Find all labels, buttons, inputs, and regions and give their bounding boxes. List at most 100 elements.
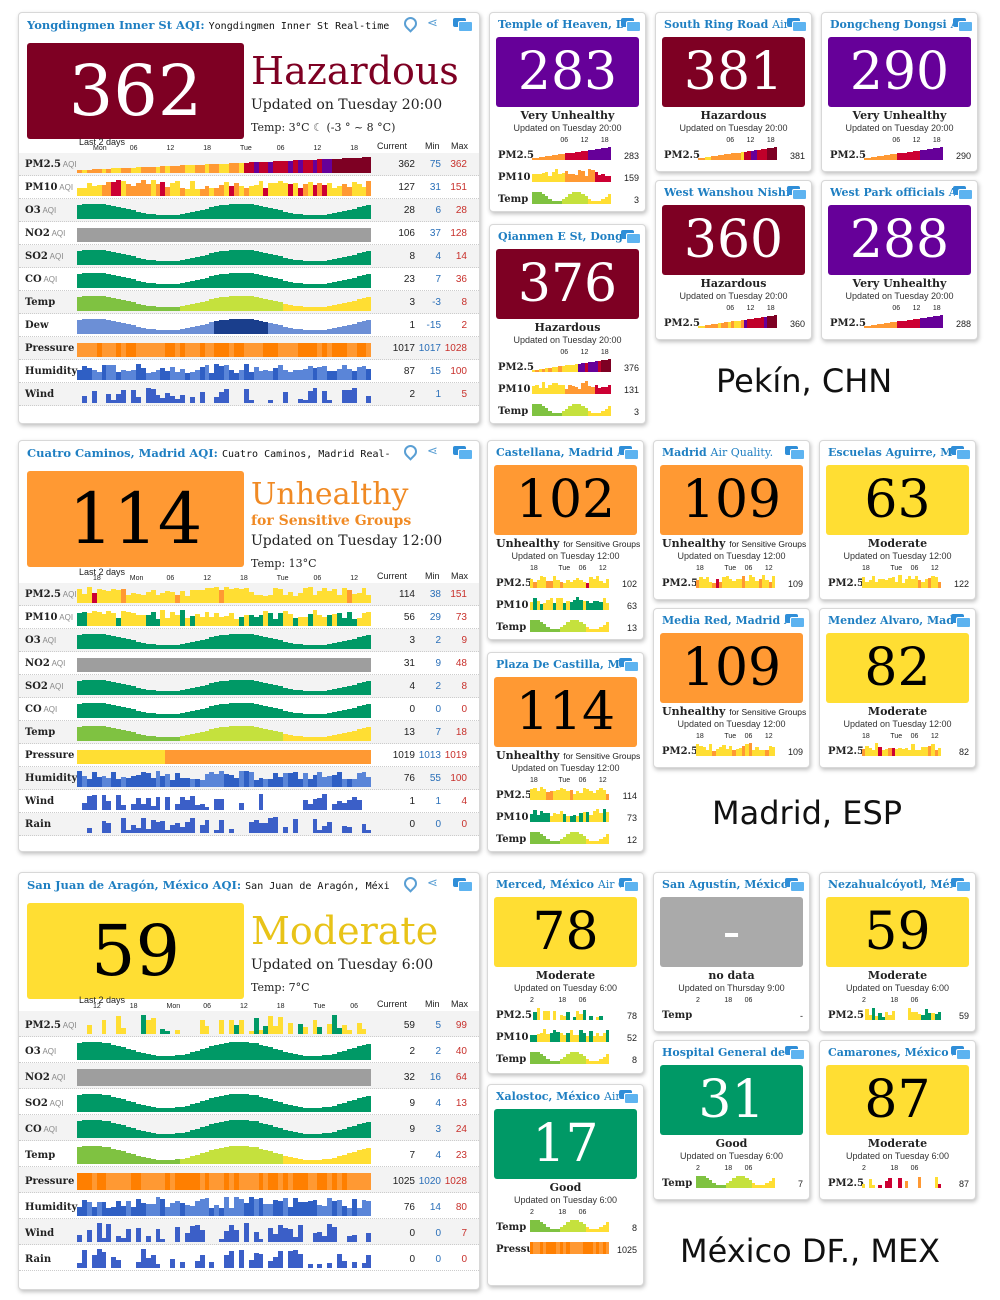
- pollutant-history-chart[interactable]: [77, 201, 372, 219]
- pollutant-row[interactable]: PM2.5 AQI 362 75 362: [19, 153, 479, 176]
- station-title[interactable]: Camarones, México Air: [828, 1046, 953, 1059]
- station-title[interactable]: Nezahualcóyotl, Méxi: [828, 878, 953, 891]
- mini-chart-row[interactable]: Temp 12: [494, 825, 639, 847]
- mini-history-chart[interactable]: [530, 1240, 610, 1254]
- station-title[interactable]: Media Red, Madrid Air: [662, 614, 787, 627]
- station-name[interactable]: South Ring Road: [664, 18, 769, 31]
- mini-history-chart[interactable]: [530, 1050, 610, 1064]
- pollutant-row[interactable]: Temp 3 -3 8: [19, 291, 479, 314]
- mini-chart-row[interactable]: Temp 7: [660, 1169, 805, 1191]
- station-name[interactable]: West Wanshou Nishin: [664, 186, 789, 199]
- pollutant-row[interactable]: CO AQI 9 3 24: [19, 1115, 479, 1141]
- mini-history-chart[interactable]: [862, 574, 942, 588]
- map-pin-icon[interactable]: [403, 17, 415, 31]
- chat-bubble-icon[interactable]: [619, 446, 639, 460]
- main-station-card[interactable]: Cuatro Caminos, Madrid AQI: Cuatro Camin…: [18, 440, 480, 852]
- station-title[interactable]: Temple of Heaven, Do: [498, 18, 623, 31]
- station-name[interactable]: Xalostoc, México: [496, 1090, 601, 1103]
- pollutant-row[interactable]: O3 AQI 3 2 9: [19, 629, 479, 652]
- mini-history-chart[interactable]: [530, 574, 610, 588]
- mini-chart-row[interactable]: PM2.5 82: [826, 737, 971, 759]
- mini-chart-row[interactable]: PM2.5 109: [660, 737, 805, 759]
- pollutant-history-chart[interactable]: [77, 700, 372, 718]
- station-name[interactable]: Camarones, México: [828, 1046, 949, 1059]
- station-name[interactable]: Yongdingmen Inner St AQI:: [27, 18, 205, 32]
- station-name[interactable]: Dongcheng Dongsi: [830, 18, 947, 31]
- pollutant-row[interactable]: NO2 AQI 106 37 128: [19, 222, 479, 245]
- station-title[interactable]: Hospital General de M: [662, 1046, 787, 1059]
- station-name[interactable]: West Park officials: [830, 186, 945, 199]
- pollutant-history-chart[interactable]: [77, 385, 372, 403]
- station-title[interactable]: Escuelas Aguirre, Mad: [828, 446, 953, 459]
- pollutant-history-chart[interactable]: [77, 1091, 372, 1112]
- pollutant-row[interactable]: PM2.5 AQI 59 5 99: [19, 1011, 479, 1037]
- pollutant-history-chart[interactable]: [77, 1221, 372, 1242]
- mini-chart-row[interactable]: Temp 8: [494, 1213, 639, 1235]
- share-icon[interactable]: ⋖: [427, 444, 438, 459]
- pollutant-row[interactable]: NO2 AQI 32 16 64: [19, 1063, 479, 1089]
- station-name[interactable]: Escuelas Aguirre, Mad: [828, 446, 953, 459]
- map-pin-icon[interactable]: [403, 877, 415, 891]
- pollutant-history-chart[interactable]: [77, 155, 372, 173]
- pollutant-row[interactable]: Humidity 76 55 100: [19, 767, 479, 790]
- pollutant-row[interactable]: SO2 AQI 9 4 13: [19, 1089, 479, 1115]
- station-card[interactable]: Mendez Alvaro, Madri 82 Moderate Updated on…: [819, 608, 976, 768]
- mini-chart-row[interactable]: Temp -: [660, 1001, 805, 1023]
- station-title[interactable]: Madrid Air Quality.: [662, 446, 787, 459]
- mini-chart-row[interactable]: PM2.5 288: [828, 309, 973, 331]
- share-icon[interactable]: ⋖: [427, 16, 438, 31]
- pollutant-history-chart[interactable]: [77, 1065, 372, 1086]
- station-name[interactable]: Cuatro Caminos, Madrid AQI:: [27, 446, 218, 460]
- mini-history-chart[interactable]: [862, 1174, 942, 1188]
- station-name[interactable]: Nezahualcóyotl, Méxi: [828, 878, 953, 891]
- pollutant-row[interactable]: Humidity 76 14 80: [19, 1193, 479, 1219]
- station-title[interactable]: West Wanshou Nishin: [664, 186, 789, 199]
- pollutant-history-chart[interactable]: [77, 178, 372, 196]
- pollutant-history-chart[interactable]: [77, 362, 372, 380]
- pollutant-row[interactable]: Rain 0 0 0: [19, 1245, 479, 1271]
- mini-chart-row[interactable]: PM2.5 290: [828, 141, 973, 163]
- station-card[interactable]: Merced, México Air Qu78ModerateUpdated o…: [487, 872, 644, 1074]
- mini-chart-row[interactable]: Temp 3: [496, 185, 641, 207]
- main-station-card[interactable]: Yongdingmen Inner St AQI: Yongdingmen In…: [18, 12, 480, 424]
- mini-chart-row[interactable]: PM2.5 381: [662, 141, 807, 163]
- pollutant-history-chart[interactable]: [77, 631, 372, 649]
- mini-history-chart[interactable]: [696, 1174, 776, 1188]
- mini-chart-row[interactable]: PM2.5 78: [494, 1001, 639, 1023]
- station-card[interactable]: Temple of Heaven, Do 283 Very Unhealthy Upd…: [489, 12, 646, 212]
- chat-bubble-icon[interactable]: [953, 18, 973, 32]
- station-name[interactable]: San Agustín, México: [662, 878, 787, 891]
- station-card[interactable]: Madrid Air Quality. 109 Unhealthy for Sens…: [653, 440, 810, 600]
- pollutant-history-chart[interactable]: [77, 1247, 372, 1268]
- chat-bubble-icon[interactable]: [621, 18, 641, 32]
- mini-history-chart[interactable]: [530, 1028, 610, 1042]
- mini-history-chart[interactable]: [532, 402, 612, 416]
- pollutant-row[interactable]: Pressure 1017 1017 1028: [19, 337, 479, 360]
- station-card[interactable]: Qianmen E St, Dongch376HazardousUpdated …: [489, 224, 646, 424]
- mini-chart-row[interactable]: PM2.5 102: [494, 569, 639, 591]
- mini-chart-row[interactable]: PM2.5 109: [660, 569, 805, 591]
- mini-chart-row[interactable]: PM10 131: [496, 375, 641, 397]
- mini-history-chart[interactable]: [696, 742, 776, 756]
- station-card[interactable]: West Wanshou Nishin 360 Hazardous Updated o…: [655, 180, 812, 340]
- pollutant-row[interactable]: PM10 AQI 56 29 73: [19, 606, 479, 629]
- mini-history-chart[interactable]: [862, 742, 942, 756]
- mini-chart-row[interactable]: PM2.5 87: [826, 1169, 971, 1191]
- mini-history-chart[interactable]: [530, 618, 610, 632]
- pollutant-history-chart[interactable]: [77, 1143, 372, 1164]
- station-title[interactable]: Yongdingmen Inner St AQI: Yongdingmen In…: [27, 18, 389, 32]
- pollutant-row[interactable]: Pressure 1019 1013 1019: [19, 744, 479, 767]
- station-name[interactable]: Temple of Heaven, Do: [498, 18, 623, 31]
- station-name[interactable]: Plaza De Castilla, Mad: [496, 658, 621, 671]
- station-name[interactable]: Merced, México: [496, 878, 594, 891]
- station-name[interactable]: Mendez Alvaro, Madri: [828, 614, 953, 627]
- mini-chart-row[interactable]: PM10 63: [494, 591, 639, 613]
- pollutant-history-chart[interactable]: [77, 723, 372, 741]
- chat-bubble-icon[interactable]: [953, 186, 973, 200]
- station-card[interactable]: Xalostoc, México Air Q17GoodUpdated on T…: [487, 1084, 644, 1286]
- station-name[interactable]: Madrid: [662, 446, 707, 459]
- mini-chart-row[interactable]: PM2.5 360: [662, 309, 807, 331]
- pollutant-row[interactable]: CO AQI 0 0 0: [19, 698, 479, 721]
- pollutant-row[interactable]: Wind 2 1 5: [19, 383, 479, 406]
- mini-history-chart[interactable]: [698, 146, 778, 160]
